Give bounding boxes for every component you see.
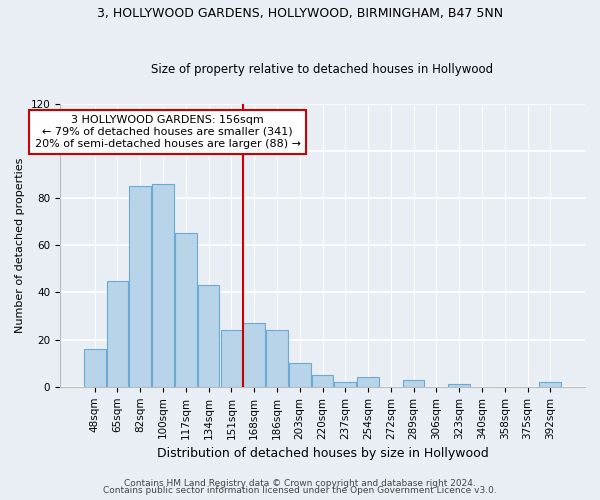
Y-axis label: Number of detached properties: Number of detached properties [15,158,25,333]
Title: Size of property relative to detached houses in Hollywood: Size of property relative to detached ho… [151,63,494,76]
Bar [311,375,334,387]
Bar [221,330,242,387]
Text: Contains HM Land Registry data © Crown copyright and database right 2024.: Contains HM Land Registry data © Crown c… [124,478,476,488]
Bar [403,380,424,387]
Bar [175,234,197,387]
Bar [357,378,379,387]
Text: Contains public sector information licensed under the Open Government Licence v3: Contains public sector information licen… [103,486,497,495]
Text: 3, HOLLYWOOD GARDENS, HOLLYWOOD, BIRMINGHAM, B47 5NN: 3, HOLLYWOOD GARDENS, HOLLYWOOD, BIRMING… [97,8,503,20]
Bar [107,280,128,387]
Bar [244,323,265,387]
Bar [266,330,288,387]
Bar [334,382,356,387]
Bar [84,349,106,387]
Bar [539,382,561,387]
Bar [152,184,174,387]
Bar [289,363,311,387]
Bar [198,286,220,387]
X-axis label: Distribution of detached houses by size in Hollywood: Distribution of detached houses by size … [157,447,488,460]
Text: 3 HOLLYWOOD GARDENS: 156sqm
← 79% of detached houses are smaller (341)
20% of se: 3 HOLLYWOOD GARDENS: 156sqm ← 79% of det… [35,116,301,148]
Bar [130,186,151,387]
Bar [448,384,470,387]
